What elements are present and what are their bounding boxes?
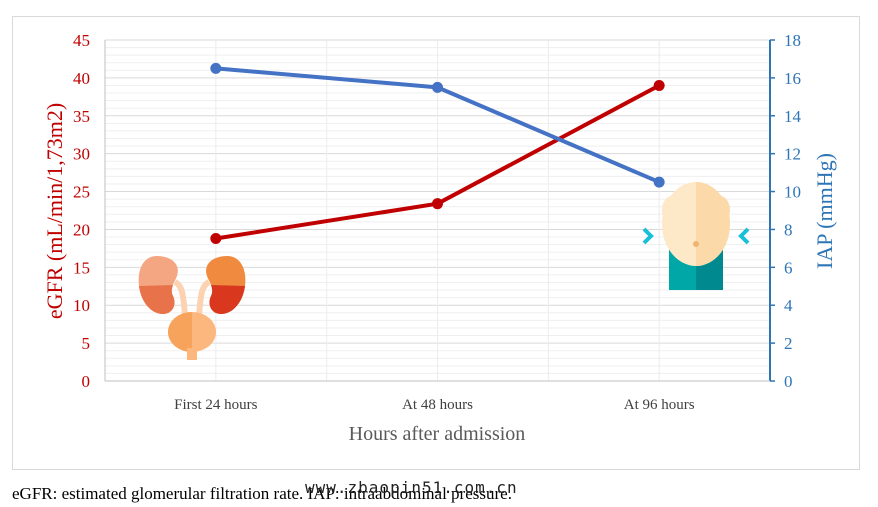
left-tick-label: 45 — [73, 31, 90, 50]
figure-caption: eGFR: estimated glomerular filtration ra… — [12, 484, 512, 503]
data-point-egfr — [432, 198, 443, 210]
right-tick-label: 10 — [784, 183, 801, 202]
x-axis-label: Hours after admission — [349, 423, 526, 445]
data-point-iap — [653, 176, 665, 188]
x-tick-label: First 24 hours — [174, 397, 258, 413]
right-axis-ticks: 0 2 4 6 8 10 12 14 16 18 — [770, 31, 802, 391]
right-tick-label: 2 — [784, 334, 793, 353]
left-tick-label: 10 — [73, 296, 90, 315]
right-tick-label: 16 — [784, 69, 801, 88]
data-points — [210, 62, 665, 245]
abdomen-icon — [642, 182, 750, 290]
x-tick-label: At 48 hours — [402, 397, 473, 413]
x-tick-label: At 96 hours — [624, 397, 695, 413]
watermark: www.zbaopin51.com.cn — [305, 478, 518, 497]
left-tick-label: 0 — [82, 372, 91, 391]
data-point-iap — [432, 81, 443, 93]
right-tick-label: 4 — [784, 296, 793, 315]
left-tick-label: 5 — [82, 334, 91, 353]
right-tick-label: 12 — [784, 145, 801, 164]
chart: 0 5 10 15 20 25 30 35 40 45 0 2 4 6 8 10 12 14 16 18 First… — [42, 31, 837, 445]
left-tick-label: 35 — [73, 107, 90, 126]
x-axis-ticks: First 24 hours At 48 hours At 96 hours — [174, 397, 695, 413]
left-tick-label: 25 — [73, 183, 90, 202]
chart-frame — [12, 16, 860, 470]
kidneys-icon — [138, 256, 246, 360]
right-tick-label: 6 — [784, 258, 793, 277]
left-axis-label: eGFR (mL/min/1,73m2) — [42, 103, 67, 319]
left-axis-ticks: 0 5 10 15 20 25 30 35 40 45 — [73, 31, 90, 391]
right-tick-label: 18 — [784, 31, 801, 50]
data-point-egfr — [653, 79, 665, 91]
left-tick-label: 20 — [73, 220, 90, 239]
left-tick-label: 30 — [73, 145, 90, 164]
right-tick-label: 14 — [784, 107, 802, 126]
left-tick-label: 40 — [73, 69, 90, 88]
data-point-iap — [210, 62, 222, 74]
data-point-egfr — [210, 233, 222, 245]
right-tick-label: 0 — [784, 372, 793, 391]
left-tick-label: 15 — [73, 258, 90, 277]
right-axis-label: IAP (mmHg) — [812, 153, 837, 269]
right-tick-label: 8 — [784, 220, 793, 239]
